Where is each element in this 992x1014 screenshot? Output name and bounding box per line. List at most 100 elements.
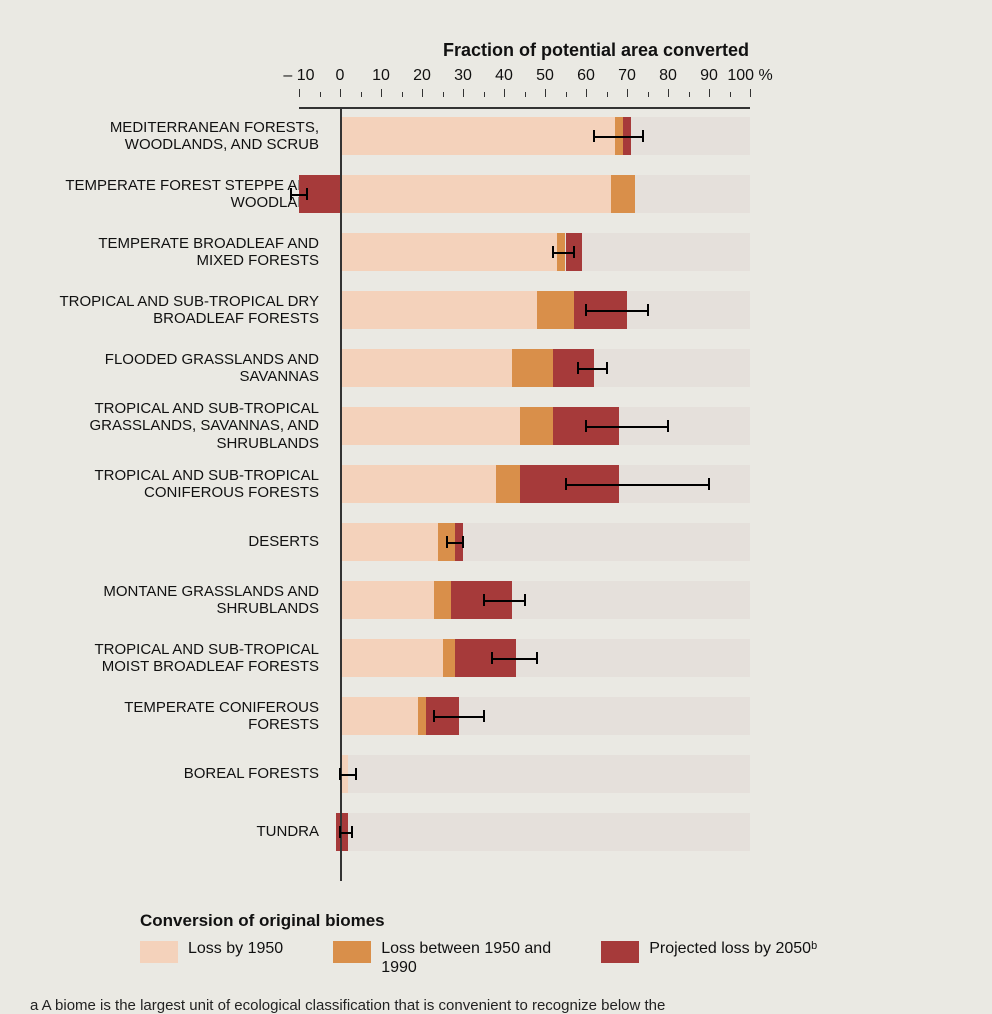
error-cap (708, 478, 710, 490)
axis-tick-label: – 10 (283, 67, 314, 85)
bar-seg-1950-1990 (443, 639, 455, 677)
bar-row: TROPICAL AND SUB-TROPICAL MOIST BROADLEA… (60, 629, 960, 687)
axis-tick-label: 60 (577, 67, 595, 85)
row-label: TROPICAL AND SUB-TROPICAL MOIST BROADLEA… (59, 641, 325, 676)
axis-tick-major (750, 89, 751, 97)
legend-swatch (333, 941, 371, 963)
row-label: TEMPERATE BROADLEAF AND MIXED FORESTS (59, 235, 325, 270)
bar-seg-1950 (340, 523, 438, 561)
error-bar (492, 658, 537, 660)
axis-tick-minor (689, 92, 690, 97)
error-cap (483, 710, 485, 722)
bar-seg-1950-1990 (611, 175, 636, 213)
axis-tick-minor (730, 92, 731, 97)
error-cap (552, 246, 554, 258)
error-bar (434, 716, 483, 718)
error-cap (351, 826, 353, 838)
error-bar (586, 310, 648, 312)
legend-label: Loss between 1950 and 1990 (381, 939, 551, 977)
bar-background (340, 813, 750, 851)
axis-tick-minor (607, 92, 608, 97)
error-cap (290, 188, 292, 200)
axis-tick-minor (566, 92, 567, 97)
bar-seg-1950-1990 (512, 349, 553, 387)
error-cap (606, 362, 608, 374)
bar-row: FLOODED GRASSLANDS AND SAVANNAS (60, 339, 960, 397)
bar-seg-1950 (340, 233, 557, 271)
error-cap (667, 420, 669, 432)
bar-seg-1950 (340, 117, 615, 155)
error-cap (565, 478, 567, 490)
bar-row: TROPICAL AND SUB-TROPICAL DRY BROADLEAF … (60, 281, 960, 339)
bar-row: TROPICAL AND SUB-TROPICAL CONIFEROUS FOR… (60, 455, 960, 513)
axis-tick-major (586, 89, 587, 97)
bar-seg-1950 (340, 175, 611, 213)
bar-row: TROPICAL AND SUB-TROPICAL GRASSLANDS, SA… (60, 397, 960, 455)
axis-tick-major (299, 89, 300, 97)
x-axis: – 100102030405060708090100 % (60, 67, 960, 107)
error-cap (585, 420, 587, 432)
error-cap (536, 652, 538, 664)
bar-row: TEMPERATE CONIFEROUS FORESTS (60, 687, 960, 745)
error-cap (524, 594, 526, 606)
axis-tick-label: 50 (536, 67, 554, 85)
bar-row: TEMPERATE BROADLEAF AND MIXED FORESTS (60, 223, 960, 281)
axis-tick-label: 100 % (727, 67, 772, 85)
axis-tick-major (545, 89, 546, 97)
row-label: MEDITERRANEAN FORESTS, WOODLANDS, AND SC… (59, 119, 325, 154)
axis-tick-major (463, 89, 464, 97)
axis-tick-minor (402, 92, 403, 97)
row-label: TROPICAL AND SUB-TROPICAL GRASSLANDS, SA… (59, 400, 325, 452)
axis-tick-label: 70 (618, 67, 636, 85)
error-bar (578, 368, 607, 370)
legend-item: Projected loss by 2050ᵇ (601, 939, 817, 977)
axis-tick-major (627, 89, 628, 97)
bar-seg-1950 (340, 639, 443, 677)
bar-seg-1950 (340, 581, 434, 619)
axis-tick-minor (648, 92, 649, 97)
bar-seg-1950-1990 (537, 291, 574, 329)
axis-tick-label: 40 (495, 67, 513, 85)
legend-title: Conversion of original biomes (140, 911, 992, 931)
chart-title: Fraction of potential area converted (200, 40, 992, 61)
axis-tick-label: 90 (700, 67, 718, 85)
axis-tick-minor (484, 92, 485, 97)
bar-row: BOREAL FORESTS (60, 745, 960, 803)
bar-seg-1950 (340, 291, 537, 329)
axis-tick-major (340, 89, 341, 97)
axis-tick-minor (443, 92, 444, 97)
legend-swatch (601, 941, 639, 963)
axis-tick-major (668, 89, 669, 97)
bar-seg-1950 (340, 697, 418, 735)
error-cap (647, 304, 649, 316)
axis-tick-major (381, 89, 382, 97)
axis-tick-minor (320, 92, 321, 97)
axis-tick-minor (525, 92, 526, 97)
biome-conversion-chart: Fraction of potential area converted – 1… (0, 0, 992, 1014)
row-label: MONTANE GRASSLANDS AND SHRUBLANDS (59, 583, 325, 618)
bar-seg-1950 (340, 407, 520, 445)
legend-item: Loss by 1950 (140, 939, 283, 977)
bar-row: MEDITERRANEAN FORESTS, WOODLANDS, AND SC… (60, 107, 960, 165)
bar-seg-1950-1990 (418, 697, 426, 735)
error-cap (573, 246, 575, 258)
error-bar (594, 136, 643, 138)
legend: Conversion of original biomes Loss by 19… (140, 911, 992, 977)
bar-row: TUNDRA (60, 803, 960, 861)
axis-tick-minor (361, 92, 362, 97)
axis-tick-major (709, 89, 710, 97)
axis-zero-line (340, 107, 342, 881)
row-label: TEMPERATE FOREST STEPPE AND WOODLAND (59, 177, 325, 212)
bar-seg-1950-1990 (434, 581, 450, 619)
legend-label: Projected loss by 2050ᵇ (649, 939, 817, 958)
error-bar (553, 252, 574, 254)
row-label: TROPICAL AND SUB-TROPICAL DRY BROADLEAF … (59, 293, 325, 328)
bar-seg-1950 (340, 349, 512, 387)
bar-background (340, 755, 750, 793)
error-cap (593, 130, 595, 142)
error-cap (446, 536, 448, 548)
error-bar (291, 194, 307, 196)
error-cap (433, 710, 435, 722)
legend-swatch (140, 941, 178, 963)
error-bar (484, 600, 525, 602)
